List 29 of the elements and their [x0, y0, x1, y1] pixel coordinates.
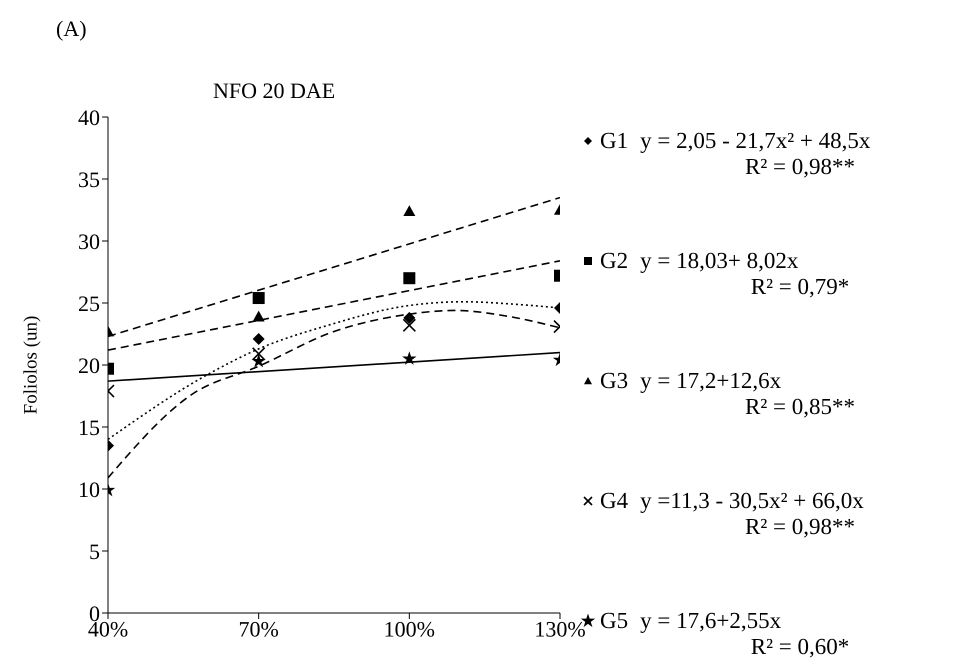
text: y = 17,6+2,55x: [640, 608, 782, 634]
text: R² = 0,60*: [750, 634, 850, 659]
x-tick-label: 100%: [384, 616, 435, 642]
y-tick-label: 20: [78, 352, 100, 378]
legend-label: G1: [600, 128, 628, 154]
y-tick-label: 30: [78, 228, 100, 254]
y-tick-label: 5: [89, 538, 100, 564]
y-tick-label: 15: [78, 414, 100, 440]
chart-title: (A): [56, 16, 87, 42]
text: y = 17,2+12,6x: [640, 368, 782, 394]
text: R² = 0,85**: [744, 394, 856, 420]
legend-label: G3: [600, 368, 628, 394]
legend-label: G4: [600, 488, 628, 514]
x-tick-label: 130%: [534, 616, 586, 642]
x-tick-label: 70%: [238, 616, 279, 642]
text: y = 18,03+ 8,02x: [640, 248, 798, 274]
chart-subtitle: NFO 20 DAE: [213, 78, 336, 104]
text: R² = 0,79*: [750, 274, 850, 300]
text: R² = 0,98**: [744, 514, 856, 540]
y-axis-title: Foliolos (un): [20, 316, 42, 414]
y-tick-label: 10: [78, 476, 100, 502]
text: R² = 0,98**: [744, 154, 856, 180]
y-tick-label: 25: [78, 290, 100, 316]
legend-label: G5: [600, 608, 628, 634]
text: y = 2,05 - 21,7x² + 48,5x: [640, 128, 870, 154]
y-tick-label: 35: [78, 166, 100, 192]
legend-label: G2: [600, 248, 628, 274]
text: y =11,3 - 30,5x² + 66,0x: [640, 488, 864, 514]
y-tick-label: 40: [78, 104, 100, 130]
